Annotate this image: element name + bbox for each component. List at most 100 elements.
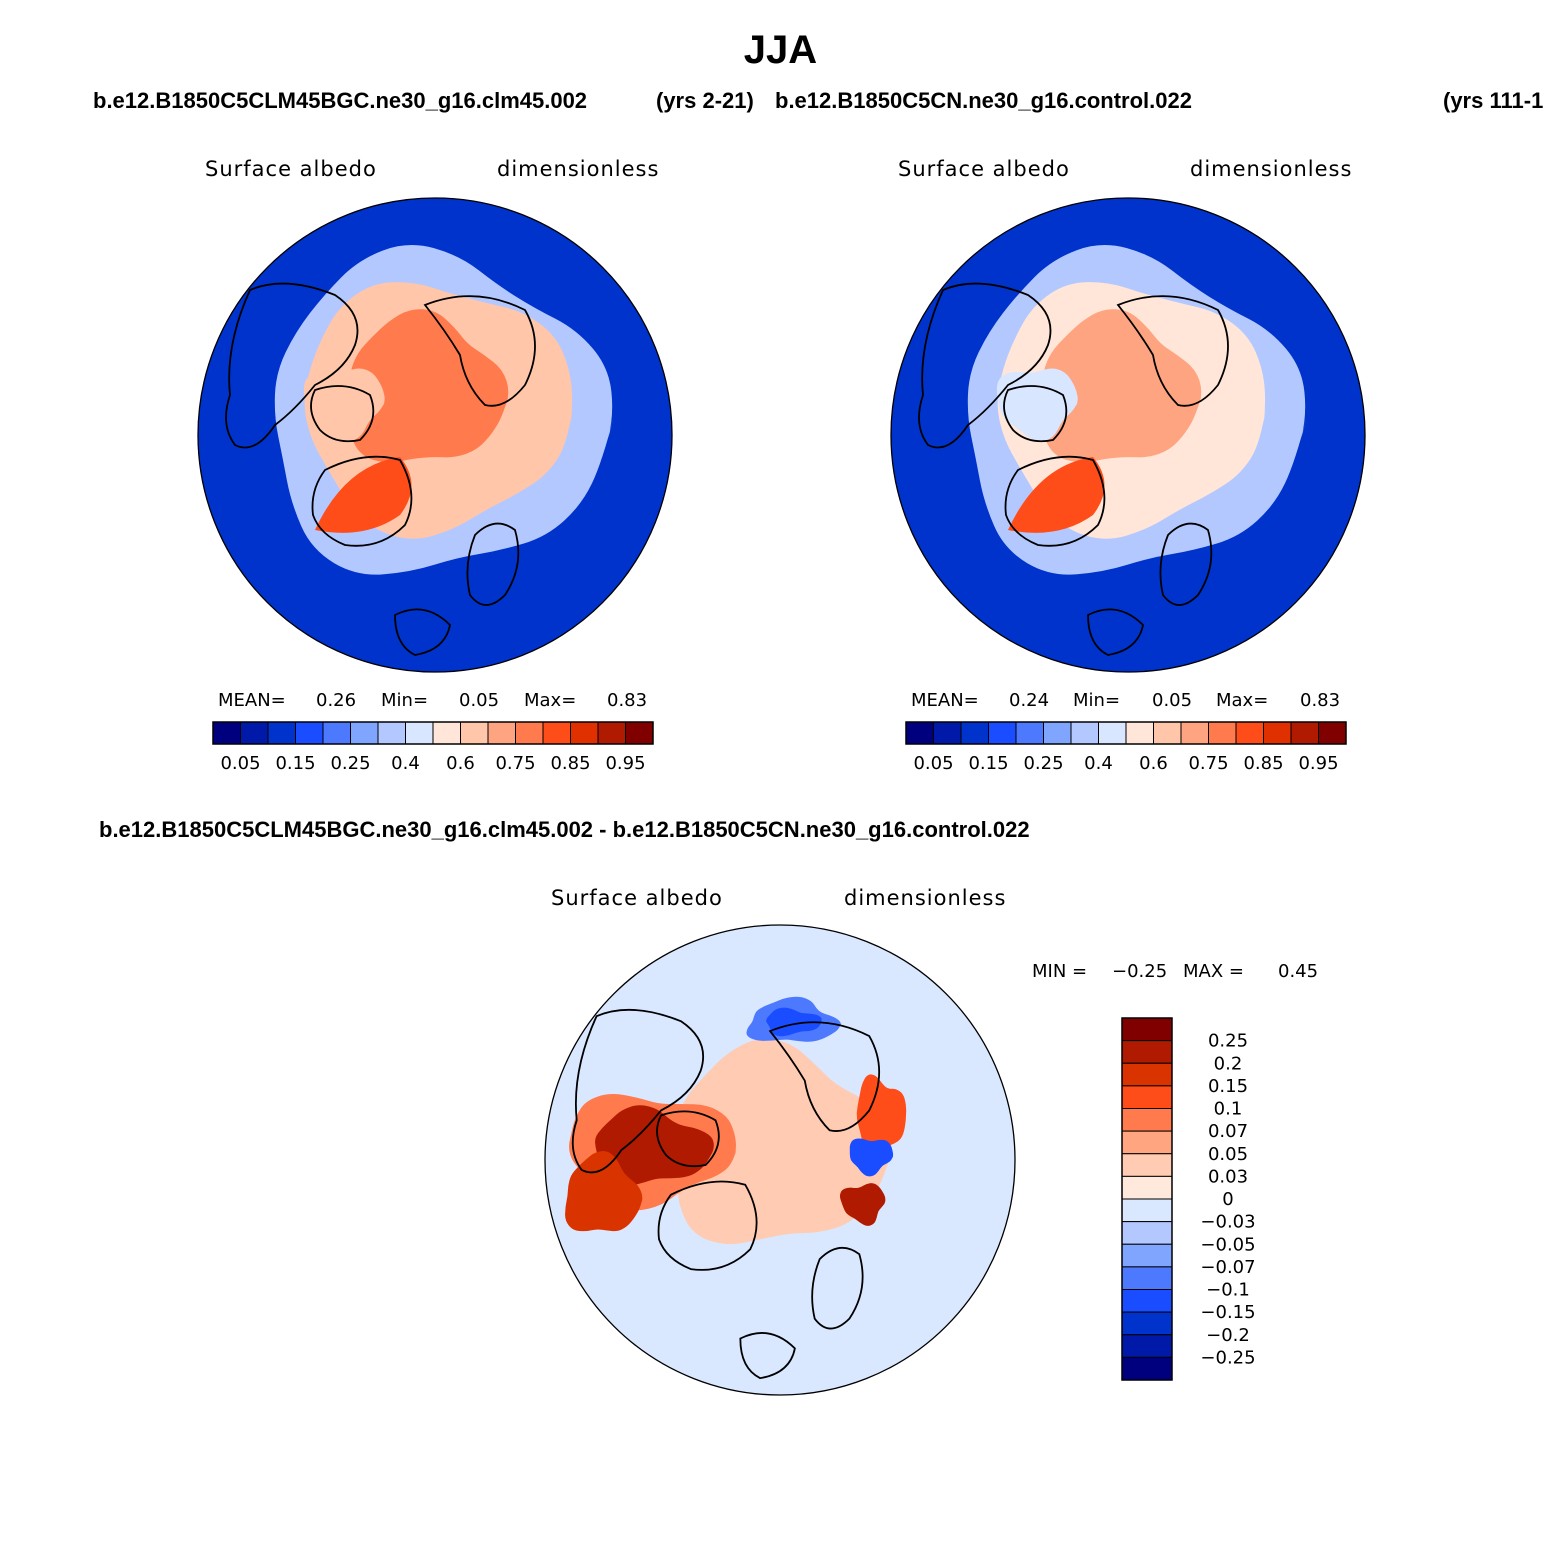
colorbar-tick-label: 0.6: [446, 753, 475, 774]
panel2-units: dimensionless: [1190, 157, 1353, 181]
barents-positive-field: [856, 1074, 907, 1163]
colorbar-tick-label: 0.85: [1243, 753, 1283, 774]
colorbar-tick-label: 0.25: [330, 753, 370, 774]
barents-kara-sea-field: [849, 1138, 894, 1177]
coast-greenland: [1004, 455, 1106, 547]
colorbar-tick-label: −0.1: [1206, 1280, 1250, 1301]
coast-scandinavia: [1159, 522, 1213, 606]
colorbar-swatch: [1121, 1153, 1173, 1177]
colorbar-swatch: [905, 721, 934, 745]
panel3-min-label: MIN =: [1032, 961, 1088, 982]
map-panel-control: [890, 197, 1366, 673]
panel1-min-label: Min=: [381, 690, 429, 711]
coast-siberia: [768, 1021, 881, 1132]
colorbar-tick-label: 0.07: [1208, 1121, 1248, 1142]
colorbar-swatch: [1121, 1085, 1173, 1109]
colorbar-swatch: [267, 721, 296, 745]
coast-north-america: [571, 1008, 705, 1174]
colorbar-swatch: [1015, 721, 1044, 745]
colorbar-swatch: [1121, 1175, 1173, 1200]
case1-years: (yrs 2-21): [656, 88, 754, 113]
colorbar-difference: 0.250.20.150.10.070.050.030−0.03−0.05−0.…: [1121, 1017, 1256, 1381]
panel1-mean-label: MEAN=: [218, 690, 286, 711]
colorbar-tick-label: 0.15: [968, 753, 1008, 774]
panel2-max-label: Max=: [1216, 690, 1269, 711]
panel1-mean: 0.26: [316, 690, 357, 711]
central-arctic-ice-field: [349, 309, 510, 463]
colorbar-swatch: [515, 721, 544, 745]
colorbar-swatch: [1121, 1356, 1173, 1381]
colorbar-swatch: [295, 721, 324, 745]
colorbar-swatch: [322, 721, 351, 745]
colorbar-control: 0.05 0.15 0.25 0.4 0.6 0.75 0.85 0.95: [905, 721, 1347, 774]
coast-canadian-archipelago: [310, 385, 375, 443]
colorbar-swatch: [597, 721, 626, 745]
colorbar-tick-label: 0.85: [550, 753, 590, 774]
map-boundary: [197, 197, 673, 673]
colorbar-tick-label: 0.4: [1084, 753, 1113, 774]
colorbar-swatch: [542, 721, 571, 745]
colorbar-tick-label: 0.95: [1298, 753, 1338, 774]
colorbar-swatch: [405, 721, 434, 745]
colorbar-tick-label: 0.25: [1023, 753, 1063, 774]
panel2-mean-label: MEAN=: [911, 690, 979, 711]
colorbar-tick-label: 0.6: [1139, 753, 1168, 774]
map-boundary: [890, 197, 1366, 673]
panel3-max: 0.45: [1278, 961, 1319, 982]
panel2-mean: 0.24: [1009, 690, 1050, 711]
panel3-variable: Surface albedo: [551, 886, 723, 910]
panel2-min-label: Min=: [1073, 690, 1121, 711]
colorbar-tick-label: −0.07: [1200, 1257, 1255, 1278]
coast-europe: [394, 608, 451, 656]
colorbar-swatch: [1121, 1311, 1173, 1336]
colorbar-tick-label: −0.03: [1200, 1212, 1255, 1233]
colorbar-swatch: [1121, 1130, 1173, 1155]
colorbar-clm45: 0.05 0.15 0.25 0.4 0.6 0.75 0.85 0.95: [212, 721, 654, 774]
colorbar-swatch: [570, 721, 599, 745]
colorbar-tick-label: −0.05: [1200, 1234, 1255, 1255]
colorbar-swatch: [1263, 721, 1292, 745]
colorbar-tick-label: 0.05: [1208, 1144, 1248, 1165]
colorbar-swatch: [1070, 721, 1099, 745]
colorbar-swatch: [933, 721, 962, 745]
colorbar-swatch: [1235, 721, 1264, 745]
panel2-min: 0.05: [1152, 690, 1193, 711]
colorbar-tick-label: −0.25: [1200, 1347, 1255, 1368]
panel3-min: −0.25: [1112, 961, 1168, 982]
colorbar-swatch: [1318, 721, 1347, 745]
central-arctic-ice-field: [1042, 309, 1203, 463]
colorbar-swatch: [460, 721, 489, 745]
panel1-max: 0.83: [607, 690, 648, 711]
colorbar-swatch: [1043, 721, 1072, 745]
greenland-ice-sheet-field: [1008, 457, 1105, 533]
east-siberian-sea-field: [766, 1007, 822, 1037]
canadian-archipelago-field: [595, 1105, 715, 1187]
coast-canadian-archipelago: [656, 1110, 720, 1168]
coast-siberia: [1116, 295, 1229, 407]
colorbar-swatch: [1208, 721, 1237, 745]
colorbar-swatch: [350, 721, 379, 745]
panel3-units: dimensionless: [844, 886, 1007, 910]
map-panel-difference: [544, 924, 1016, 1396]
colorbar-tick-label: 0.75: [495, 753, 535, 774]
colorbar-swatch: [1290, 721, 1319, 745]
colorbar-tick-label: 0: [1222, 1189, 1233, 1210]
coast-north-america: [225, 282, 359, 449]
central-arctic-field: [674, 1039, 894, 1245]
colorbar-swatch: [1121, 1243, 1173, 1268]
greenland-ice-sheet-field: [315, 457, 412, 533]
colorbar-swatch: [240, 721, 269, 745]
panel1-min: 0.05: [459, 690, 500, 711]
colorbar-frame: [212, 721, 654, 745]
case2-years: (yrs 111-1: [1443, 88, 1544, 113]
colorbar-swatch: [487, 721, 516, 745]
colorbar-tick-label: −0.15: [1200, 1302, 1255, 1323]
colorbar-tick-label: 0.95: [605, 753, 645, 774]
difference-title: b.e12.B1850C5CLM45BGC.ne30_g16.clm45.002…: [99, 817, 1030, 842]
case2-name: b.e12.B1850C5CN.ne30_g16.control.022: [775, 88, 1192, 113]
colorbar-swatch: [1121, 1289, 1173, 1313]
coast-greenland: [311, 455, 413, 547]
page-title: JJA: [743, 28, 818, 72]
colorbar-tick-label: 0.2: [1214, 1053, 1243, 1074]
panel3-max-label: MAX =: [1183, 961, 1244, 982]
